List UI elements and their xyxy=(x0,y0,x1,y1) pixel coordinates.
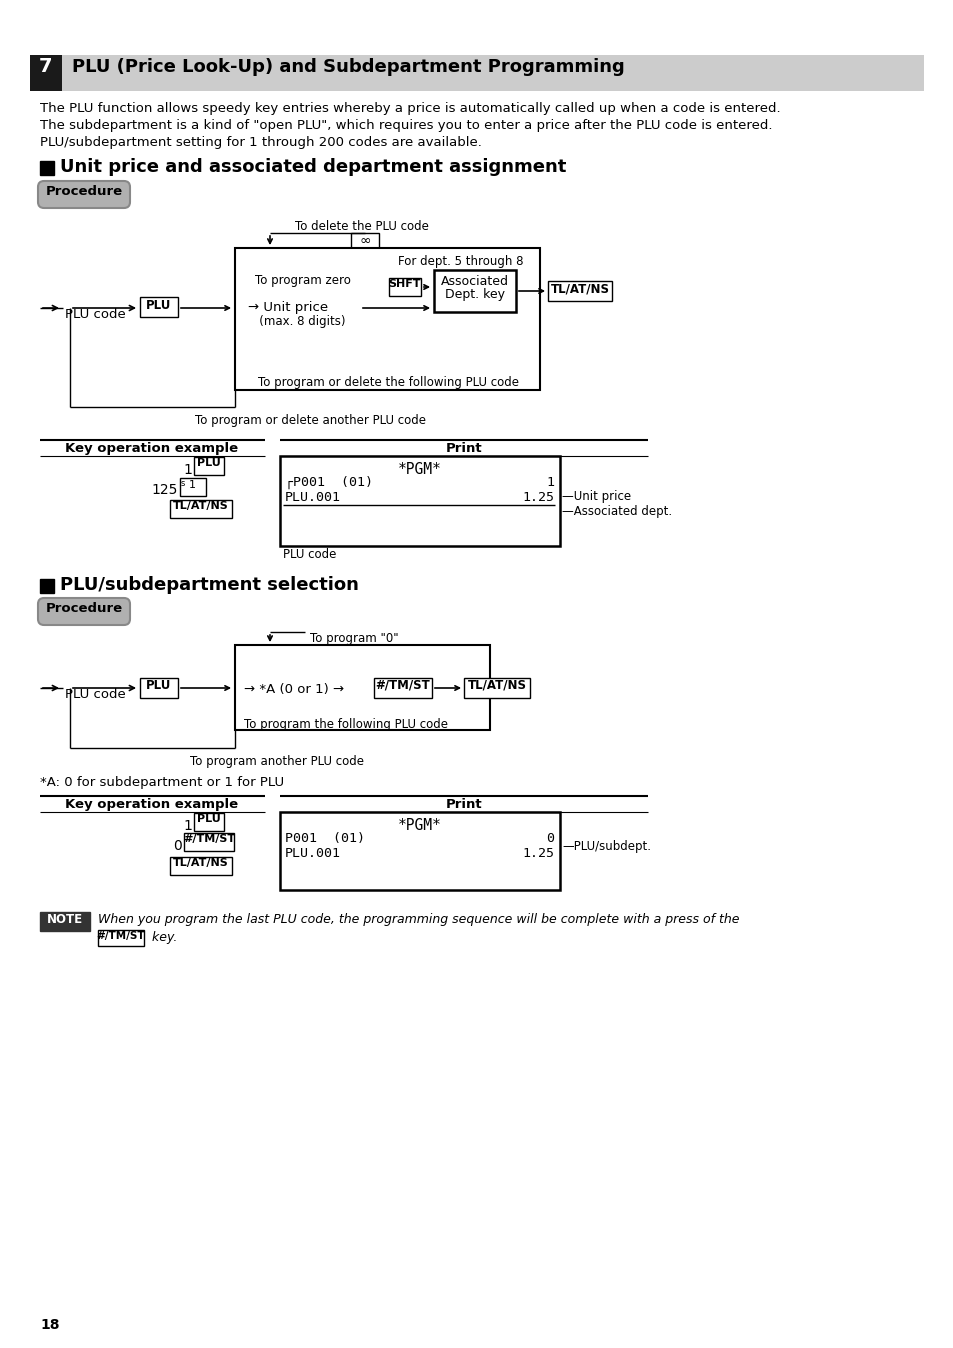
Text: #/TM/ST: #/TM/ST xyxy=(96,931,145,941)
Text: The subdepartment is a kind of "open PLU", which requires you to enter a price a: The subdepartment is a kind of "open PLU… xyxy=(40,119,772,132)
Text: TL/AT/NS: TL/AT/NS xyxy=(172,501,229,511)
Text: 0: 0 xyxy=(545,832,554,845)
Text: PLU (Price Look-Up) and Subdepartment Programming: PLU (Price Look-Up) and Subdepartment Pr… xyxy=(71,58,624,75)
Text: PLU: PLU xyxy=(197,814,221,824)
Text: key.: key. xyxy=(148,931,177,944)
Text: PLU/subdepartment setting for 1 through 200 codes are available.: PLU/subdepartment setting for 1 through … xyxy=(40,136,481,150)
Text: #/TM/ST: #/TM/ST xyxy=(183,834,234,844)
Bar xyxy=(389,278,420,297)
Text: To program or delete the following PLU code: To program or delete the following PLU c… xyxy=(257,376,518,390)
Bar xyxy=(140,297,178,317)
Bar xyxy=(434,270,516,311)
Text: To program the following PLU code: To program the following PLU code xyxy=(244,718,448,731)
Text: —Associated dept.: —Associated dept. xyxy=(561,506,672,518)
Text: → *A (0 or 1) →: → *A (0 or 1) → xyxy=(244,683,344,696)
Text: TL/AT/NS: TL/AT/NS xyxy=(172,857,229,868)
Text: 1: 1 xyxy=(183,820,192,833)
Bar xyxy=(234,644,490,731)
Text: 1.25: 1.25 xyxy=(521,847,554,860)
Text: For dept. 5 through 8: For dept. 5 through 8 xyxy=(397,255,523,268)
Bar xyxy=(30,55,62,92)
Text: TL/AT/NS: TL/AT/NS xyxy=(467,679,526,692)
Bar xyxy=(98,930,144,946)
Bar xyxy=(463,678,530,698)
Bar xyxy=(40,160,54,175)
Text: 1.25: 1.25 xyxy=(521,491,554,504)
Text: 7: 7 xyxy=(39,57,52,75)
Text: *A: 0 for subdepartment or 1 for PLU: *A: 0 for subdepartment or 1 for PLU xyxy=(40,776,284,789)
Text: PLU: PLU xyxy=(197,458,221,468)
Text: Print: Print xyxy=(445,798,482,811)
Bar xyxy=(374,678,432,698)
Text: ∞: ∞ xyxy=(359,235,371,248)
Text: #/TM/ST: #/TM/ST xyxy=(375,679,430,692)
Text: Unit price and associated department assignment: Unit price and associated department ass… xyxy=(60,158,566,177)
Bar xyxy=(30,55,923,92)
Text: 1: 1 xyxy=(545,476,554,489)
Text: Procedure: Procedure xyxy=(46,603,122,615)
Text: 18: 18 xyxy=(40,1318,59,1332)
Text: —PLU/subdept.: —PLU/subdept. xyxy=(561,840,650,853)
Text: SHFT: SHFT xyxy=(388,279,421,288)
Text: Key operation example: Key operation example xyxy=(66,798,238,811)
Bar xyxy=(170,857,232,875)
Bar xyxy=(140,678,178,698)
Bar xyxy=(40,580,54,593)
Text: PLU.001: PLU.001 xyxy=(285,491,340,504)
Bar xyxy=(40,913,90,931)
FancyBboxPatch shape xyxy=(38,599,130,625)
Bar xyxy=(193,457,224,474)
Text: To program zero: To program zero xyxy=(254,274,351,287)
Text: To program another PLU code: To program another PLU code xyxy=(190,755,364,768)
Text: 1: 1 xyxy=(189,480,195,491)
Text: To delete the PLU code: To delete the PLU code xyxy=(294,220,429,233)
Bar xyxy=(280,811,559,890)
Text: (max. 8 digits): (max. 8 digits) xyxy=(248,315,345,328)
Bar xyxy=(170,500,232,518)
Text: P001  (01): P001 (01) xyxy=(285,832,365,845)
Text: Associated: Associated xyxy=(440,275,509,288)
Text: → Unit price: → Unit price xyxy=(248,301,328,314)
Bar xyxy=(234,248,539,390)
Text: PLU code: PLU code xyxy=(65,687,126,701)
Bar xyxy=(184,833,233,851)
Text: NOTE: NOTE xyxy=(47,913,83,926)
Bar xyxy=(351,233,378,251)
Bar xyxy=(180,479,206,496)
Text: To program or delete another PLU code: To program or delete another PLU code xyxy=(194,414,426,427)
Text: s: s xyxy=(181,479,185,488)
Text: When you program the last PLU code, the programming sequence will be complete wi: When you program the last PLU code, the … xyxy=(98,913,739,926)
Text: PLU/subdepartment selection: PLU/subdepartment selection xyxy=(60,576,358,594)
Text: PLU.001: PLU.001 xyxy=(285,847,340,860)
Text: Key operation example: Key operation example xyxy=(66,442,238,456)
Bar xyxy=(547,280,612,301)
Bar xyxy=(193,813,224,830)
Text: TL/AT/NS: TL/AT/NS xyxy=(550,282,609,295)
FancyBboxPatch shape xyxy=(38,181,130,208)
Text: —Unit price: —Unit price xyxy=(561,491,631,503)
Text: Procedure: Procedure xyxy=(46,185,122,198)
Text: 125: 125 xyxy=(152,483,178,497)
Text: The PLU function allows speedy key entries whereby a price is automatically call: The PLU function allows speedy key entri… xyxy=(40,102,780,115)
Text: 1: 1 xyxy=(183,462,192,477)
Text: PLU: PLU xyxy=(146,299,172,311)
Text: *PGM*: *PGM* xyxy=(397,818,441,833)
Bar xyxy=(280,456,559,546)
Text: *PGM*: *PGM* xyxy=(397,462,441,477)
Text: To program "0": To program "0" xyxy=(310,632,398,644)
Text: Dept. key: Dept. key xyxy=(444,288,504,301)
Text: 0: 0 xyxy=(173,838,182,853)
Text: PLU: PLU xyxy=(146,679,172,692)
Text: PLU code: PLU code xyxy=(65,307,126,321)
Text: Print: Print xyxy=(445,442,482,456)
Text: ┌P001  (01): ┌P001 (01) xyxy=(285,476,373,489)
Text: PLU code: PLU code xyxy=(283,549,336,561)
